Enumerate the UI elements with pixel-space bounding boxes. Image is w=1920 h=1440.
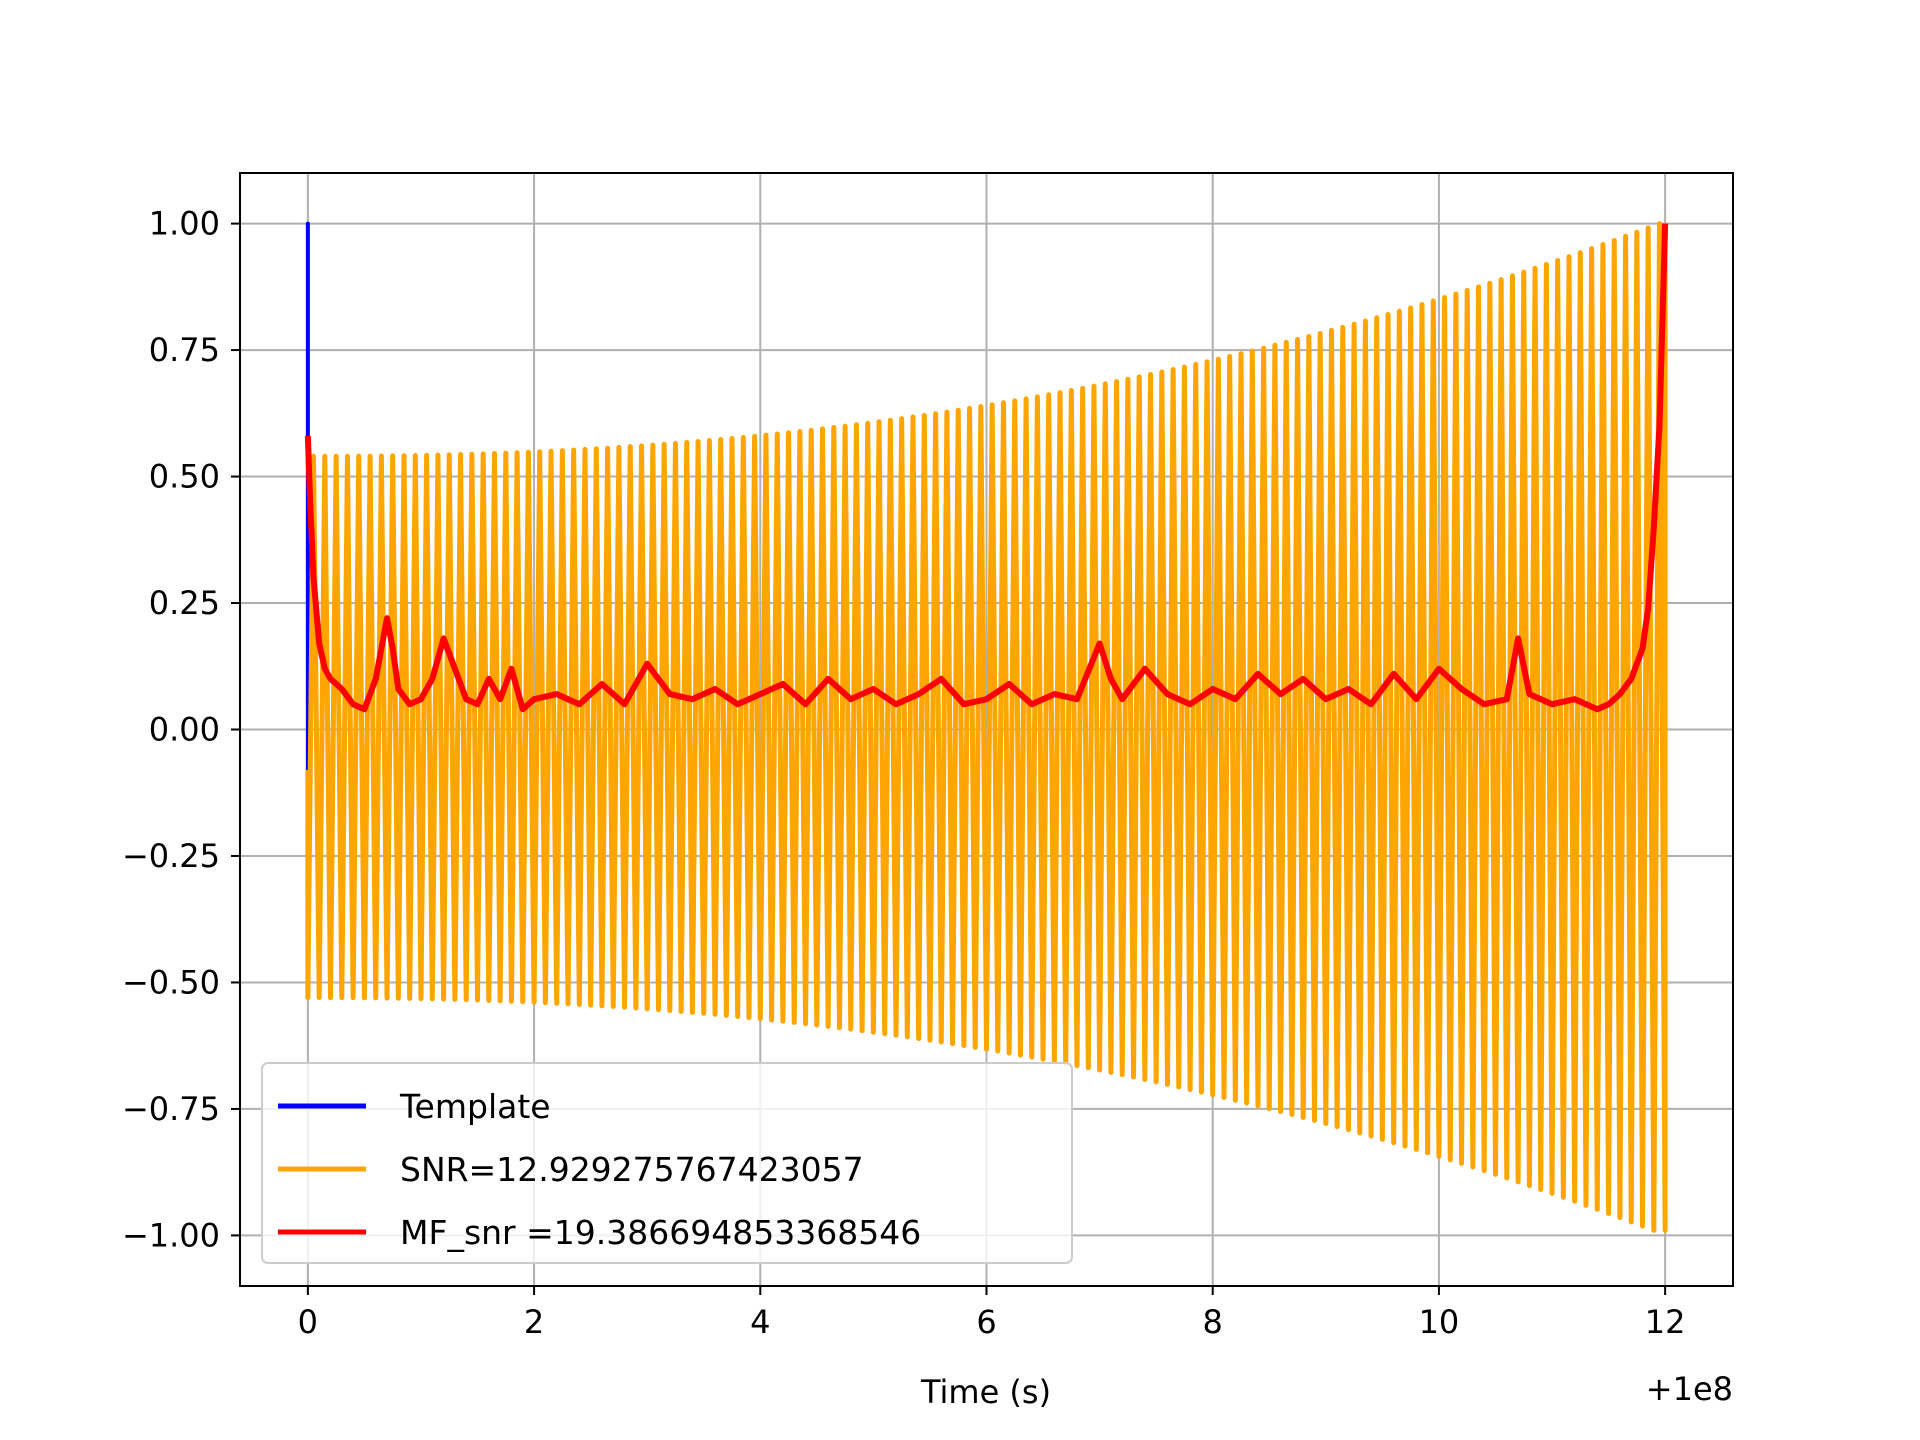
y-tick-label: −0.50 — [122, 963, 220, 1001]
y-tick-label: −0.75 — [122, 1090, 220, 1128]
x-tick-label: 2 — [524, 1303, 544, 1341]
x-tick-label: 10 — [1419, 1303, 1460, 1341]
y-tick-label: 1.00 — [149, 205, 220, 243]
y-tick-label: 0.75 — [149, 331, 220, 369]
x-axis-label: Time (s) — [920, 1373, 1051, 1411]
x-tick-label: 4 — [750, 1303, 770, 1341]
x-tick-label: 8 — [1203, 1303, 1223, 1341]
x-tick-label: 6 — [976, 1303, 996, 1341]
legend: Template SNR=12.929275767423057 MF_snr =19… — [261, 1062, 1073, 1264]
x-tick-label: 12 — [1645, 1303, 1686, 1341]
legend-box — [261, 1062, 1073, 1264]
snr-series-line — [305, 221, 1668, 1233]
legend-label: MF_snr =19.386694853368546 — [400, 1213, 921, 1252]
x-tick-label: 0 — [298, 1303, 318, 1341]
legend-label: Template — [399, 1087, 551, 1126]
y-axis: 1.00 0.75 0.50 0.25 0.00 −0.25 −0.50 −0.75 −1.00 — [122, 205, 240, 1254]
y-tick-label: 0.00 — [149, 711, 220, 749]
y-tick-label: −0.25 — [122, 837, 220, 875]
y-tick-label: −1.00 — [122, 1216, 220, 1254]
y-tick-label: 0.50 — [149, 458, 220, 496]
x-offset-label: +1e8 — [1646, 1370, 1733, 1408]
mf-snr-series-line — [304, 223, 1669, 713]
x-axis: 0 2 4 6 8 10 12 — [298, 1286, 1686, 1341]
plot-area — [304, 221, 1669, 1233]
legend-label: SNR=12.929275767423057 — [400, 1150, 864, 1189]
y-tick-label: 0.25 — [149, 584, 220, 622]
